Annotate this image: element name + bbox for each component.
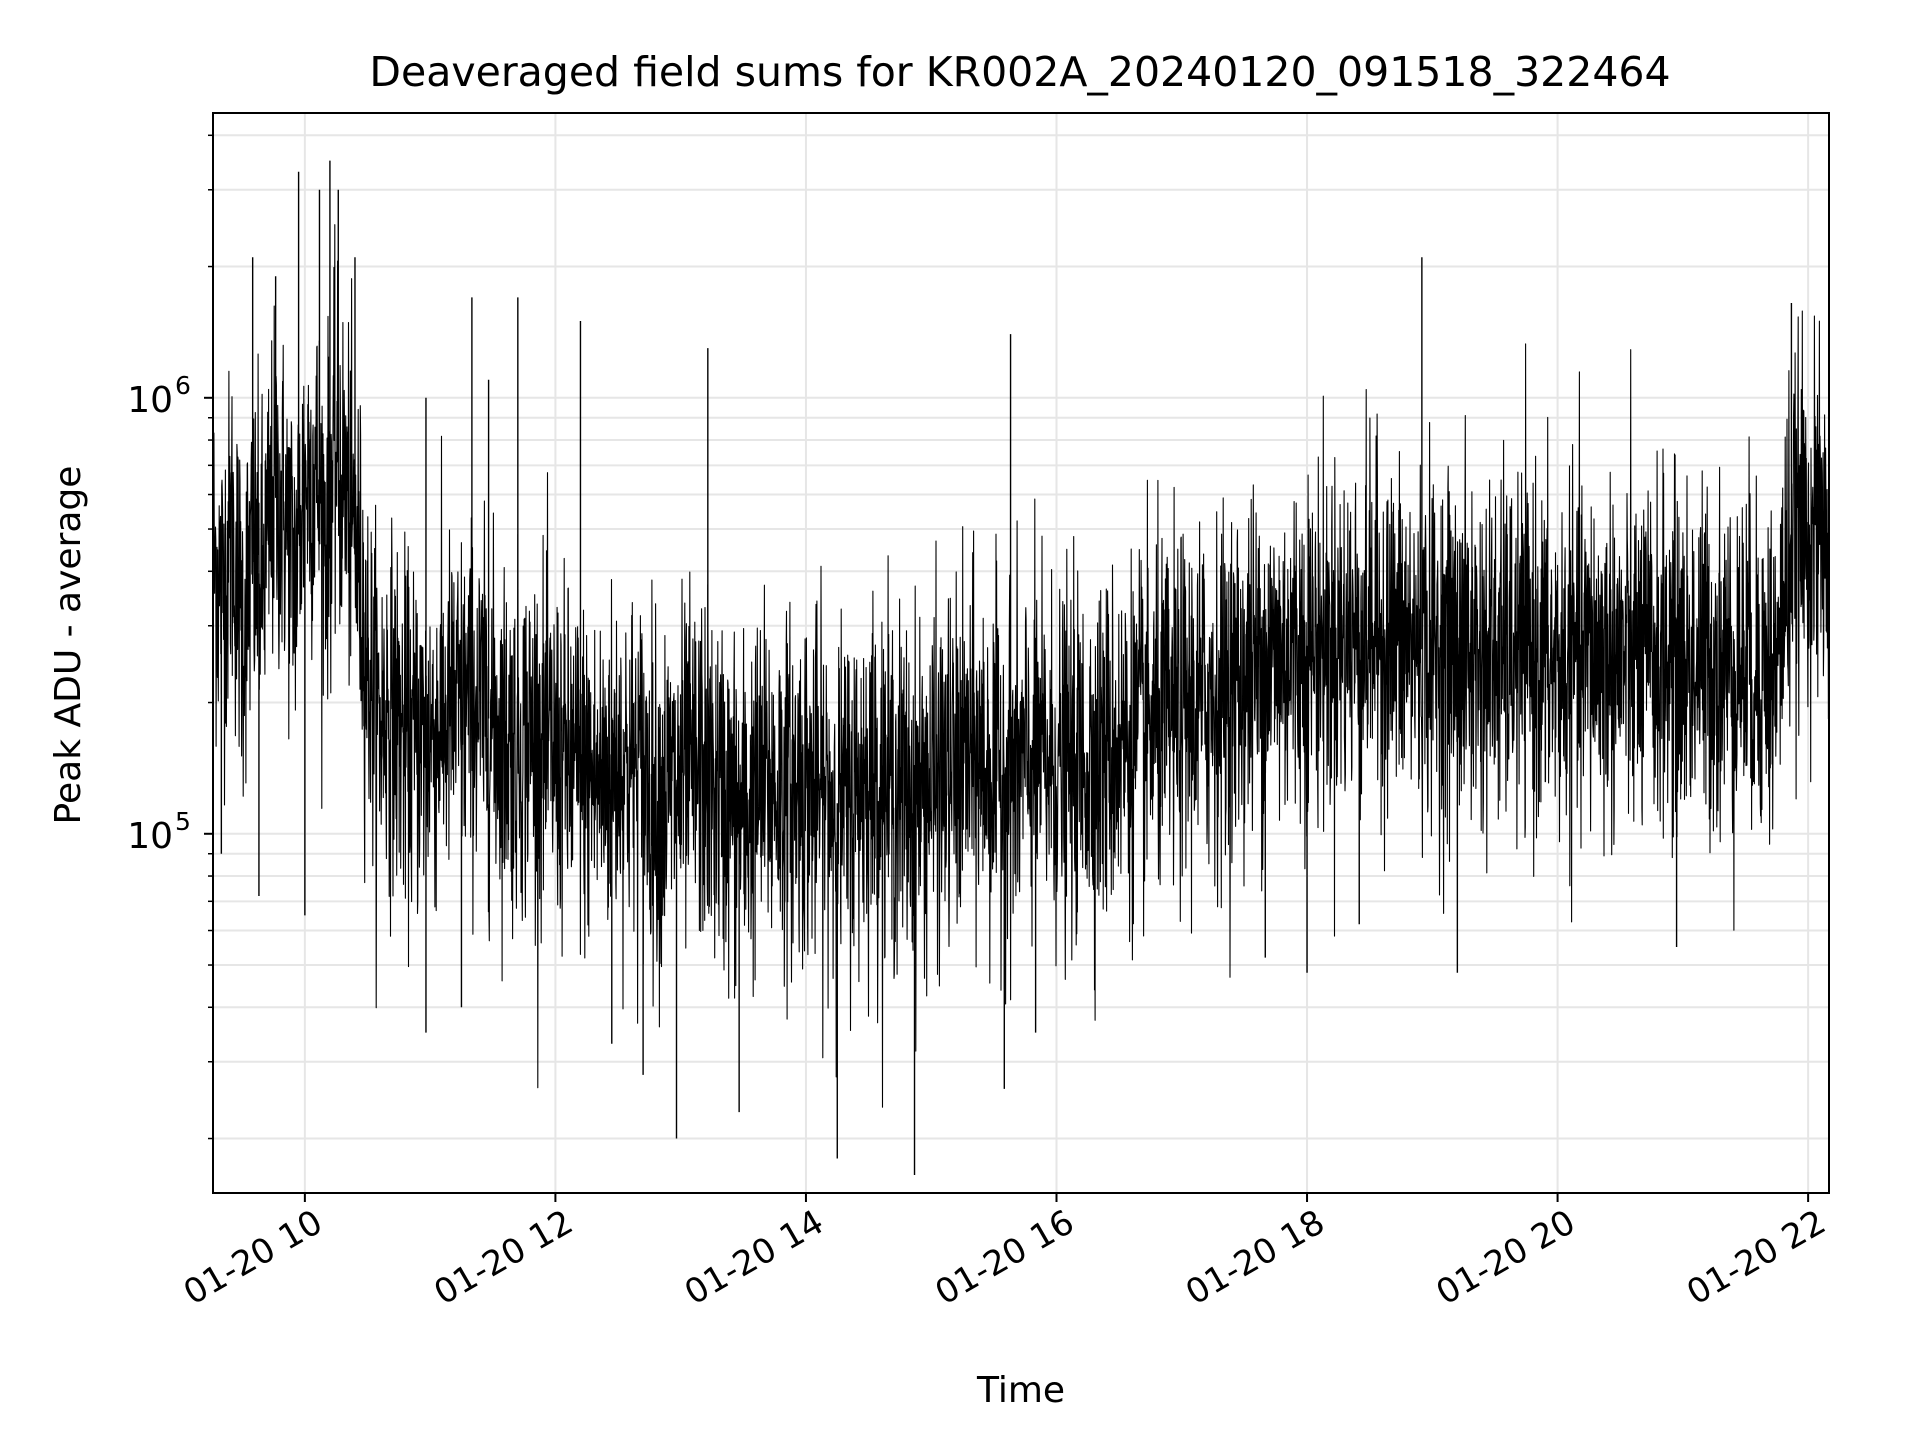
y-tick-exponent: 5: [175, 807, 191, 836]
series-group: [213, 160, 1829, 1175]
y-axis-label: Peak ADU - average: [48, 466, 89, 825]
plot-frame: [212, 112, 1830, 1194]
y-tick-label: 10: [127, 380, 173, 421]
chart-title: Deaveraged field sums for KR002A_2024012…: [369, 48, 1670, 96]
series-line: [213, 224, 1829, 1108]
plot-area: [213, 160, 1829, 1175]
y-tick-exponent: 6: [175, 371, 191, 400]
grid: [213, 113, 1829, 1193]
x-axis-label: Time: [976, 1370, 1065, 1411]
y-tick-label: 10: [127, 816, 173, 857]
